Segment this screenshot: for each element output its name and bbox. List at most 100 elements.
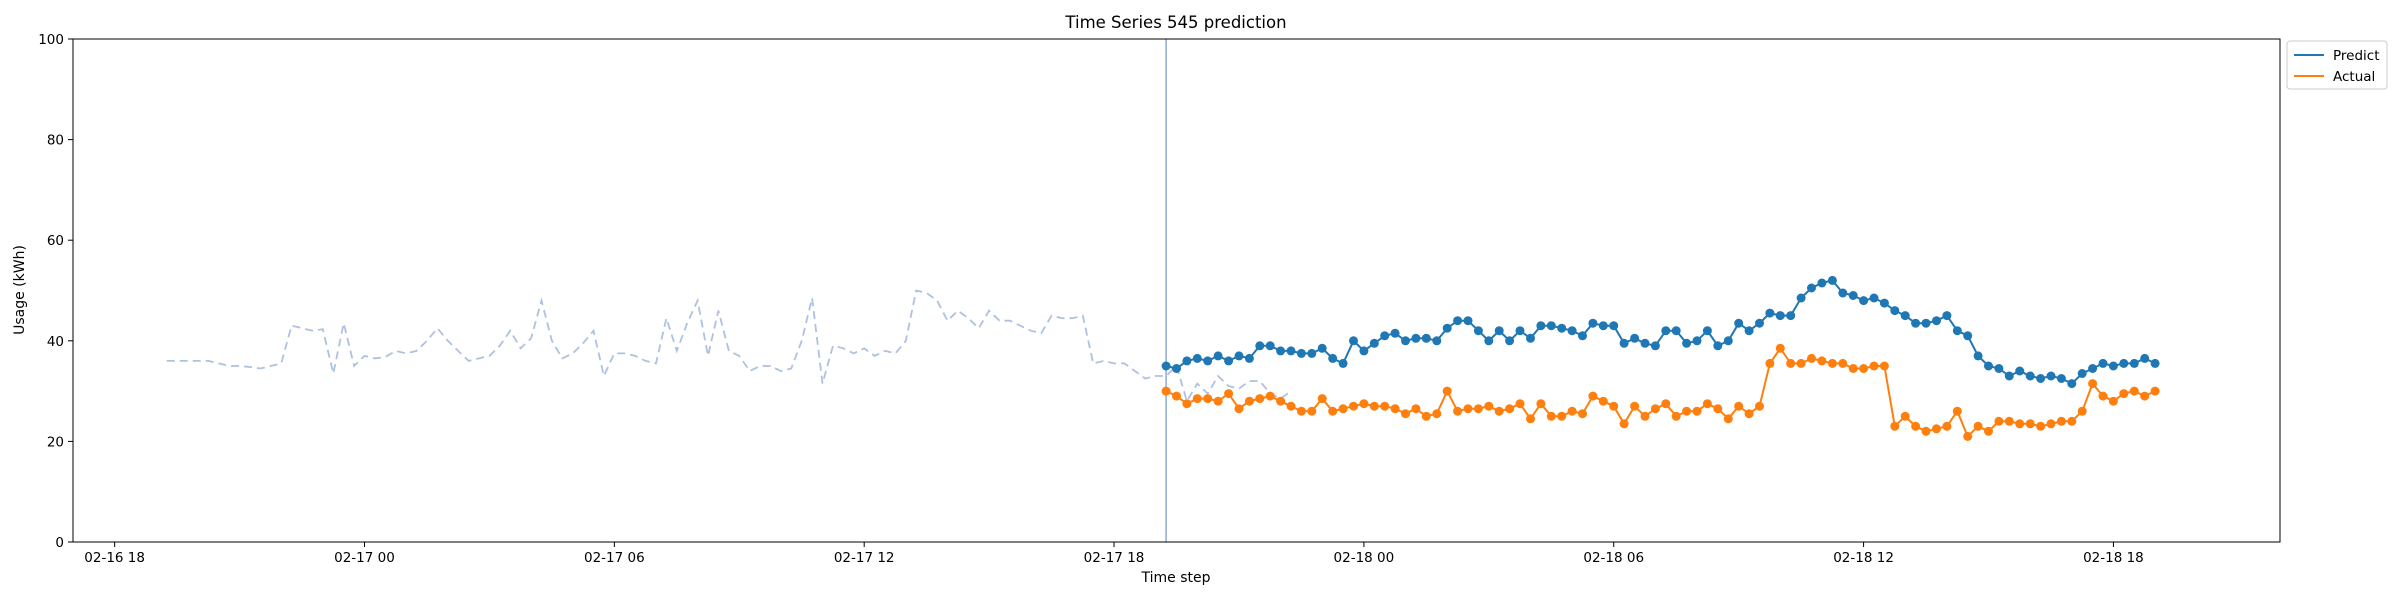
data-point-predict — [1838, 288, 1848, 298]
data-point-actual — [1827, 358, 1837, 368]
data-point-predict — [1682, 338, 1692, 348]
data-point-predict — [1328, 353, 1338, 363]
data-point-predict — [1630, 333, 1640, 343]
data-point-actual — [1630, 401, 1640, 411]
data-point-predict — [1869, 293, 1879, 303]
data-point-actual — [1349, 401, 1358, 411]
x-tick-label: 02-17 06 — [584, 550, 645, 566]
data-point-predict — [1338, 358, 1348, 368]
data-point-actual — [1921, 426, 1931, 436]
data-point-actual — [1401, 409, 1410, 419]
data-point-predict — [2088, 364, 2098, 373]
data-point-predict — [1796, 293, 1806, 303]
data-point-predict — [2056, 374, 2066, 383]
data-point-predict — [1317, 343, 1327, 353]
data-point-predict — [1244, 353, 1254, 363]
data-point-predict — [1879, 298, 1889, 308]
data-point-actual — [1578, 409, 1587, 419]
data-point-predict — [1807, 283, 1816, 293]
data-point-predict — [1234, 351, 1244, 361]
data-point-predict — [1390, 328, 1400, 338]
data-point-actual — [1807, 353, 1816, 363]
data-point-predict — [2004, 371, 2014, 381]
data-point-predict — [1848, 291, 1858, 300]
data-point-actual — [1203, 394, 1213, 404]
data-point-actual — [1900, 411, 1910, 421]
data-point-actual — [1526, 414, 1535, 424]
data-point-actual — [1338, 404, 1348, 414]
x-tick-label: 02-17 00 — [334, 550, 395, 566]
data-point-actual — [1963, 431, 1973, 441]
data-point-predict — [1963, 331, 1973, 341]
data-point-actual — [2098, 391, 2108, 401]
data-point-actual — [2077, 406, 2087, 416]
data-point-actual — [1879, 361, 1889, 371]
history-line — [166, 289, 1292, 404]
data-point-predict — [1702, 326, 1712, 336]
data-point-predict — [1609, 321, 1619, 331]
data-point-predict — [2098, 358, 2108, 368]
data-point-predict — [2025, 371, 2035, 381]
data-point-actual — [2004, 416, 2014, 426]
data-point-actual — [1911, 421, 1921, 431]
data-point-predict — [2015, 366, 2025, 376]
data-point-actual — [1244, 396, 1254, 406]
data-point-predict — [1473, 326, 1483, 336]
data-point-predict — [1546, 321, 1556, 331]
data-point-actual — [1505, 404, 1515, 414]
data-point-predict — [1755, 318, 1764, 328]
data-point-actual — [1442, 386, 1452, 396]
data-point-actual — [1838, 358, 1848, 368]
data-point-predict — [1203, 356, 1213, 366]
data-point-predict — [1286, 346, 1296, 356]
data-point-predict — [2067, 379, 2077, 389]
data-point-actual — [1234, 404, 1244, 414]
data-point-predict — [1775, 311, 1785, 321]
data-point-predict — [1463, 316, 1473, 326]
data-point-actual — [1702, 399, 1712, 409]
data-point-predict — [1692, 336, 1702, 346]
data-point-actual — [1848, 364, 1858, 373]
y-tick-label: 0 — [55, 535, 64, 551]
data-point-actual — [1890, 421, 1900, 431]
data-point-actual — [1859, 364, 1869, 373]
data-point-predict — [1786, 311, 1796, 321]
x-tick-label: 02-16 18 — [84, 550, 145, 566]
data-point-actual — [1463, 404, 1473, 414]
data-point-predict — [1921, 318, 1931, 328]
data-point-actual — [1536, 399, 1546, 409]
series-line-predict — [1165, 279, 2156, 385]
x-tick-label: 02-18 18 — [2083, 550, 2144, 566]
data-point-predict — [1349, 336, 1358, 346]
data-point-predict — [1369, 338, 1379, 348]
data-point-actual — [2067, 416, 2077, 426]
data-point-actual — [1484, 401, 1494, 411]
data-point-predict — [2108, 361, 2118, 371]
data-point-actual — [2015, 419, 2025, 429]
data-point-predict — [1411, 333, 1421, 343]
data-point-actual — [1567, 406, 1577, 416]
data-point-predict — [1578, 331, 1587, 341]
data-point-predict — [1900, 311, 1910, 321]
data-point-predict — [1932, 316, 1941, 326]
data-point-predict — [1973, 351, 1983, 361]
data-point-actual — [1786, 358, 1796, 368]
y-tick-label: 20 — [47, 434, 64, 450]
data-point-predict — [1619, 338, 1629, 348]
data-point-actual — [1411, 404, 1421, 414]
data-point-actual — [1307, 406, 1317, 416]
data-point-predict — [1640, 338, 1650, 348]
data-point-predict — [1421, 333, 1431, 343]
data-point-actual — [1723, 414, 1733, 424]
x-tick-label: 02-18 12 — [1833, 550, 1894, 566]
data-point-predict — [1307, 348, 1317, 358]
x-tick-label: 02-18 06 — [1583, 550, 1644, 566]
data-point-predict — [1515, 326, 1525, 336]
data-point-predict — [1276, 346, 1286, 356]
y-tick-label: 60 — [47, 233, 64, 249]
data-point-actual — [2036, 421, 2046, 431]
data-point-predict — [1723, 336, 1733, 346]
legend-label-predict: Predict — [2333, 48, 2380, 64]
data-point-predict — [1994, 364, 2004, 373]
